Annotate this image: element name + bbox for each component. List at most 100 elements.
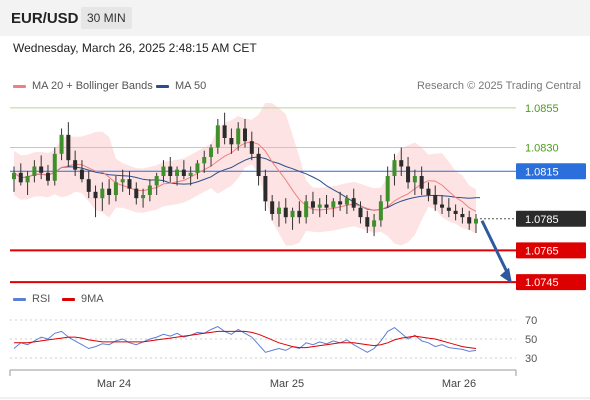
candle-body [161,166,166,176]
candle-body [66,134,71,161]
candle-body [25,176,30,183]
candle-body [317,204,322,208]
x-axis-label-0: Mar 24 [97,378,131,390]
instrument-title: EUR/USD [11,10,79,27]
candle-body [446,207,451,211]
candle-body [86,179,91,192]
candle-body [453,210,458,214]
candle-body [283,207,288,218]
candle-body [209,147,214,157]
candle-body [338,201,343,205]
legend-ma50: MA 50 [156,80,206,92]
legend-9ma: 9MA [62,293,104,305]
candle-body [412,176,417,183]
copyright: Research © 2025 Trading Central [416,80,581,92]
forecast-arrowhead [500,267,512,284]
rsi-axis-label-50: 50 [525,334,537,346]
candle-body [392,160,397,176]
candle-body [276,207,281,214]
support-tag-4 [516,242,586,259]
candle-body [154,176,159,186]
candle-body [202,157,207,164]
timeframe-button[interactable]: 30 MIN [81,7,132,29]
last-price-tag [516,210,586,227]
legend-rsi: RSI [13,293,50,305]
candle-body [181,169,186,176]
candle-body [385,176,390,202]
candle-body [249,141,254,154]
candle-body [474,218,478,224]
rsi-line [13,326,477,353]
support-label-4: 1.0765 [525,245,559,257]
legend-label-9ma: 9MA [81,293,104,305]
x-axis-label-1: Mar 25 [270,378,304,390]
candle-body [426,188,431,195]
level-label-1: 1.0830 [525,143,559,155]
rsi-axis-label-30: 30 [525,353,537,365]
candle-body [372,220,377,227]
candle-body [290,210,295,218]
ma50-line [13,156,477,211]
candle-body [229,138,234,145]
candle-body [310,201,315,208]
candle-body [120,179,125,183]
support-label-5: 1.0745 [525,277,559,289]
candle-body [93,191,98,199]
candle-body [59,134,64,154]
candle-body [297,210,302,218]
candle-body [331,201,336,208]
candle-body [358,207,363,218]
candle-body [344,198,349,205]
pivot-tag [516,163,586,180]
candle-body [256,153,261,176]
pivot-label: 1.0815 [525,166,559,178]
candle-body [243,128,247,142]
rsi-axis-label-70: 70 [525,315,537,327]
candle-body [419,176,424,189]
rsi-9ma-line [14,330,477,349]
candle-body [141,195,146,199]
candle-body [365,217,370,227]
rsi-swatch [13,297,26,301]
candle-body [378,201,383,221]
x-axis-label-2: Mar 26 [442,378,476,390]
nine-ma-swatch [62,297,75,301]
candle-body [52,153,57,181]
candle-body [45,172,50,181]
level-label-0: 1.0855 [525,103,559,115]
candle-body [107,188,112,195]
candle-body [324,204,329,208]
candle-body [18,172,23,183]
timestamp: Wednesday, March 26, 2025 2:48:15 AM CET [13,41,257,55]
candle-body [100,188,105,199]
candle-body [73,160,78,170]
candle-body [263,176,268,202]
legend-label-ma-bollinger: MA 20 + Bollinger Bands [32,80,153,92]
candle-body [399,160,404,167]
candle-body [460,214,465,218]
candle-body [433,195,438,205]
candle-body [270,201,275,214]
candle-body [12,172,16,180]
ma-bollinger-swatch [13,84,26,88]
candle-body [351,198,356,208]
candle-body [440,204,445,208]
candle-body [79,169,84,180]
candle-body [127,179,132,189]
last-price-label: 1.0785 [525,214,559,226]
candle-body [168,166,173,176]
candle-body [304,201,309,218]
legend-label-rsi: RSI [32,293,51,305]
legend-ma-bollinger: MA 20 + Bollinger Bands [13,80,153,92]
candle-body [195,163,200,173]
ma50-swatch [156,84,169,88]
candle-body [215,125,220,148]
candle-body [467,217,472,224]
candle-body [113,182,118,195]
candle-body [32,166,37,176]
candle-body [134,188,139,199]
candle-body [406,166,411,183]
candle-body [175,169,180,176]
support-tag-5 [516,274,586,291]
